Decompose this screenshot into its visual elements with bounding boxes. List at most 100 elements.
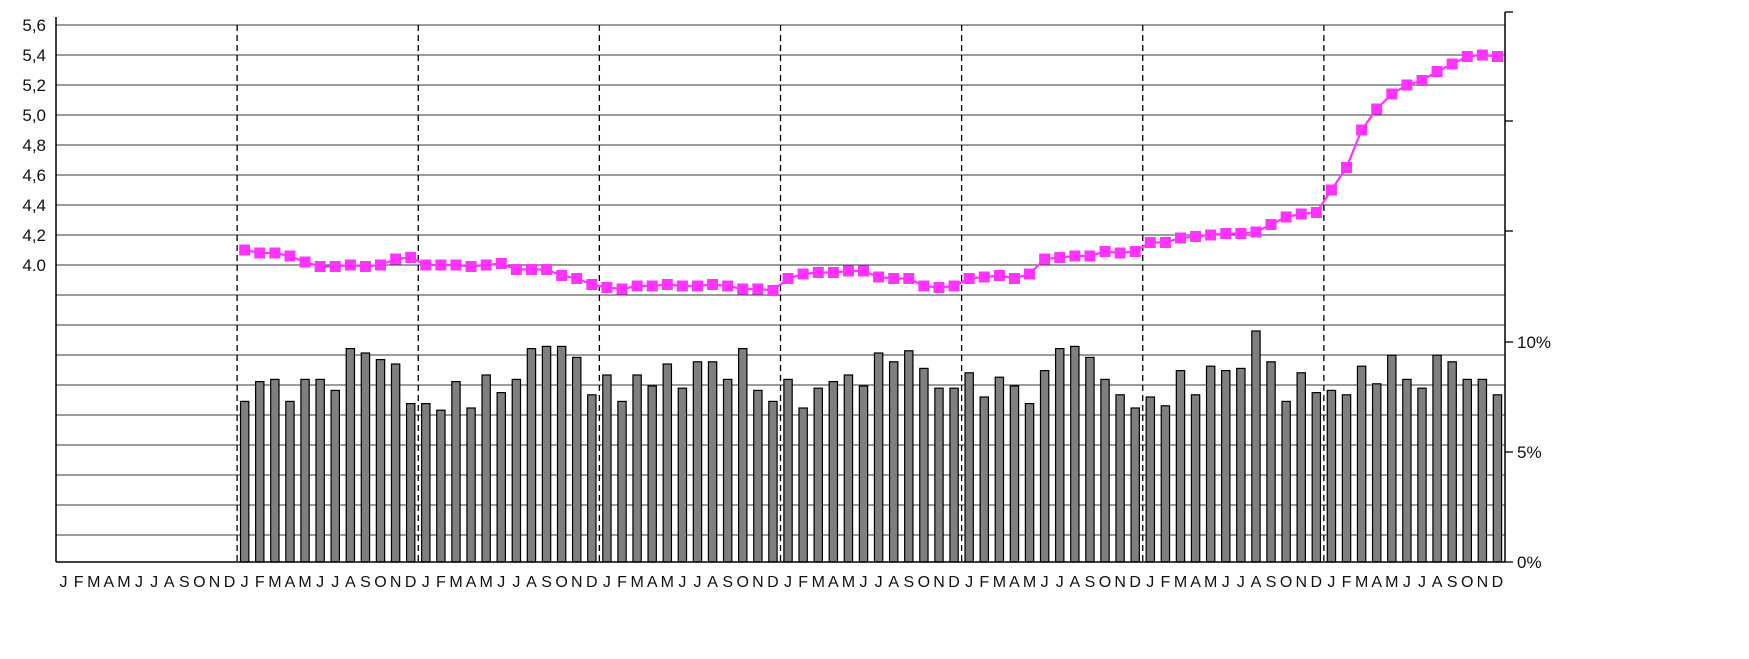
month-tick-label: M [1355, 574, 1368, 591]
line-point [1039, 254, 1050, 265]
month-tick-label: M [449, 574, 462, 591]
line-point [1311, 207, 1322, 218]
line-point [1296, 209, 1307, 220]
line-point [752, 284, 763, 295]
line-point [1130, 246, 1141, 257]
month-tick-label: D [405, 574, 417, 591]
month-tick-label: N [1477, 574, 1489, 591]
line-point [828, 267, 839, 278]
month-tick-label: M [480, 574, 493, 591]
month-tick-label: M [1174, 574, 1187, 591]
month-tick-label: A [1190, 574, 1201, 591]
line-point [1462, 51, 1473, 62]
bar [1010, 386, 1018, 562]
bar [241, 401, 249, 562]
bar [874, 353, 882, 562]
month-tick-label: J [1222, 574, 1230, 591]
line-point [390, 254, 401, 265]
line-point [1084, 251, 1095, 262]
month-tick-label: F [1161, 574, 1171, 591]
month-tick-label: J [497, 574, 505, 591]
month-tick-label: A [888, 574, 899, 591]
right-axis-tick-label: 5% [1517, 443, 1542, 462]
month-tick-label: F [255, 574, 265, 591]
month-tick-label: J [678, 574, 686, 591]
line-point [1190, 231, 1201, 242]
bar [588, 395, 596, 562]
bar [693, 362, 701, 562]
bar [724, 379, 732, 562]
line-point [405, 252, 416, 263]
line-point [1069, 251, 1080, 262]
line-point [1447, 59, 1458, 70]
bar [935, 388, 943, 562]
month-tick-label: S [360, 574, 371, 591]
bar [1463, 379, 1471, 562]
line-point [1009, 273, 1020, 284]
line-point [1100, 246, 1111, 257]
line-point [843, 266, 854, 277]
month-tick-label: O [1280, 574, 1292, 591]
bar [1448, 362, 1456, 562]
month-tick-label: O [1461, 574, 1473, 591]
month-tick-label: D [224, 574, 236, 591]
month-tick-label: S [541, 574, 552, 591]
month-tick-label: D [586, 574, 598, 591]
month-tick-label: F [74, 574, 84, 591]
bar [1388, 355, 1396, 562]
bar [1342, 395, 1350, 562]
month-tick-label: F [1342, 574, 1352, 591]
bar [1116, 395, 1124, 562]
month-tick-label: D [948, 574, 960, 591]
line-point [873, 272, 884, 283]
month-tick-label: A [1371, 574, 1382, 591]
month-tick-label: J [135, 574, 143, 591]
line-point [798, 269, 809, 280]
bar [467, 408, 475, 562]
bar [256, 382, 264, 562]
line-point [375, 260, 386, 271]
bar [1403, 379, 1411, 562]
bar [497, 393, 505, 562]
bar [1237, 368, 1245, 562]
line-point [496, 258, 507, 269]
line-point [1054, 252, 1065, 263]
bar [331, 390, 339, 562]
month-tick-label: A [707, 574, 718, 591]
bar [890, 362, 898, 562]
line-point [466, 261, 477, 272]
line-point [330, 261, 341, 272]
month-tick-label: M [87, 574, 100, 591]
month-tick-label: O [918, 574, 930, 591]
bar [1478, 379, 1486, 562]
month-tick-label: M [993, 574, 1006, 591]
line-point [1386, 89, 1397, 100]
line-point [994, 270, 1005, 281]
month-tick-label: S [722, 574, 733, 591]
month-tick-label: O [193, 574, 205, 591]
month-tick-label: M [1204, 574, 1217, 591]
bar [1327, 390, 1335, 562]
line-point [662, 279, 673, 290]
month-tick-label: J [1056, 574, 1064, 591]
bar [1222, 371, 1230, 562]
line-point [435, 260, 446, 271]
month-tick-label: F [617, 574, 627, 591]
month-tick-label: J [150, 574, 158, 591]
month-tick-label: M [842, 574, 855, 591]
line-point [601, 282, 612, 293]
line-point [571, 273, 582, 284]
bar [799, 408, 807, 562]
bar [557, 346, 565, 562]
bar [1191, 395, 1199, 562]
bar [1282, 401, 1290, 562]
bar [1086, 357, 1094, 562]
month-tick-label: M [268, 574, 281, 591]
line-point [300, 257, 311, 268]
month-tick-label: J [331, 574, 339, 591]
month-tick-label: J [693, 574, 701, 591]
bar [1267, 362, 1275, 562]
bar [1312, 393, 1320, 562]
month-tick-label: F [436, 574, 446, 591]
